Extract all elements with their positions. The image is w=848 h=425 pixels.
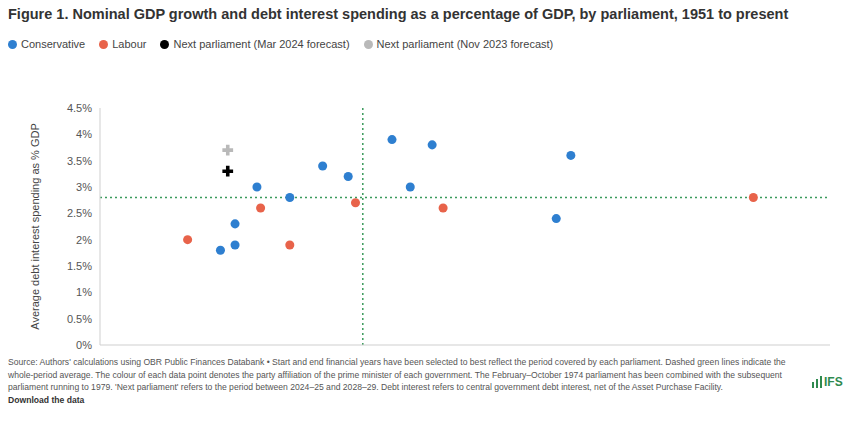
html-text:Download the data: Download the data — [8, 394, 85, 405]
html-text:IFS: IFS — [824, 375, 843, 389]
html-text:Conservative: Conservative — [21, 38, 86, 50]
html-text:Source: Authors' calculations: Source: Authors' calculations using OBR … — [8, 357, 786, 392]
svg-text:0.5%: 0.5% — [67, 313, 92, 325]
svg-text:2%: 2% — [76, 234, 92, 246]
svg-text:4%: 4% — [76, 128, 92, 140]
svg-text:3%: 3% — [76, 181, 92, 193]
html-text:Next parliament (Nov 2023 fore: Next parliament (Nov 2023 forecast) — [376, 38, 554, 50]
html-text:Figure 1. Nominal GDP growth a: Figure 1. Nominal GDP growth and debt in… — [8, 6, 789, 22]
html-text:Next parliament (Mar 2024 fore: Next parliament (Mar 2024 forecast) — [173, 38, 350, 50]
svg-text:1%: 1% — [76, 286, 92, 298]
svg-text:3.5%: 3.5% — [67, 155, 92, 167]
svg-text:0%: 0% — [76, 339, 92, 351]
svg-text:2.5%: 2.5% — [67, 207, 92, 219]
svg-text:4.5%: 4.5% — [67, 102, 92, 114]
html-text:Labour: Labour — [112, 38, 147, 50]
svg-text:1.5%: 1.5% — [67, 260, 92, 272]
svg-text:Average debt interest spending: Average debt interest spending as % GDP — [29, 123, 41, 329]
